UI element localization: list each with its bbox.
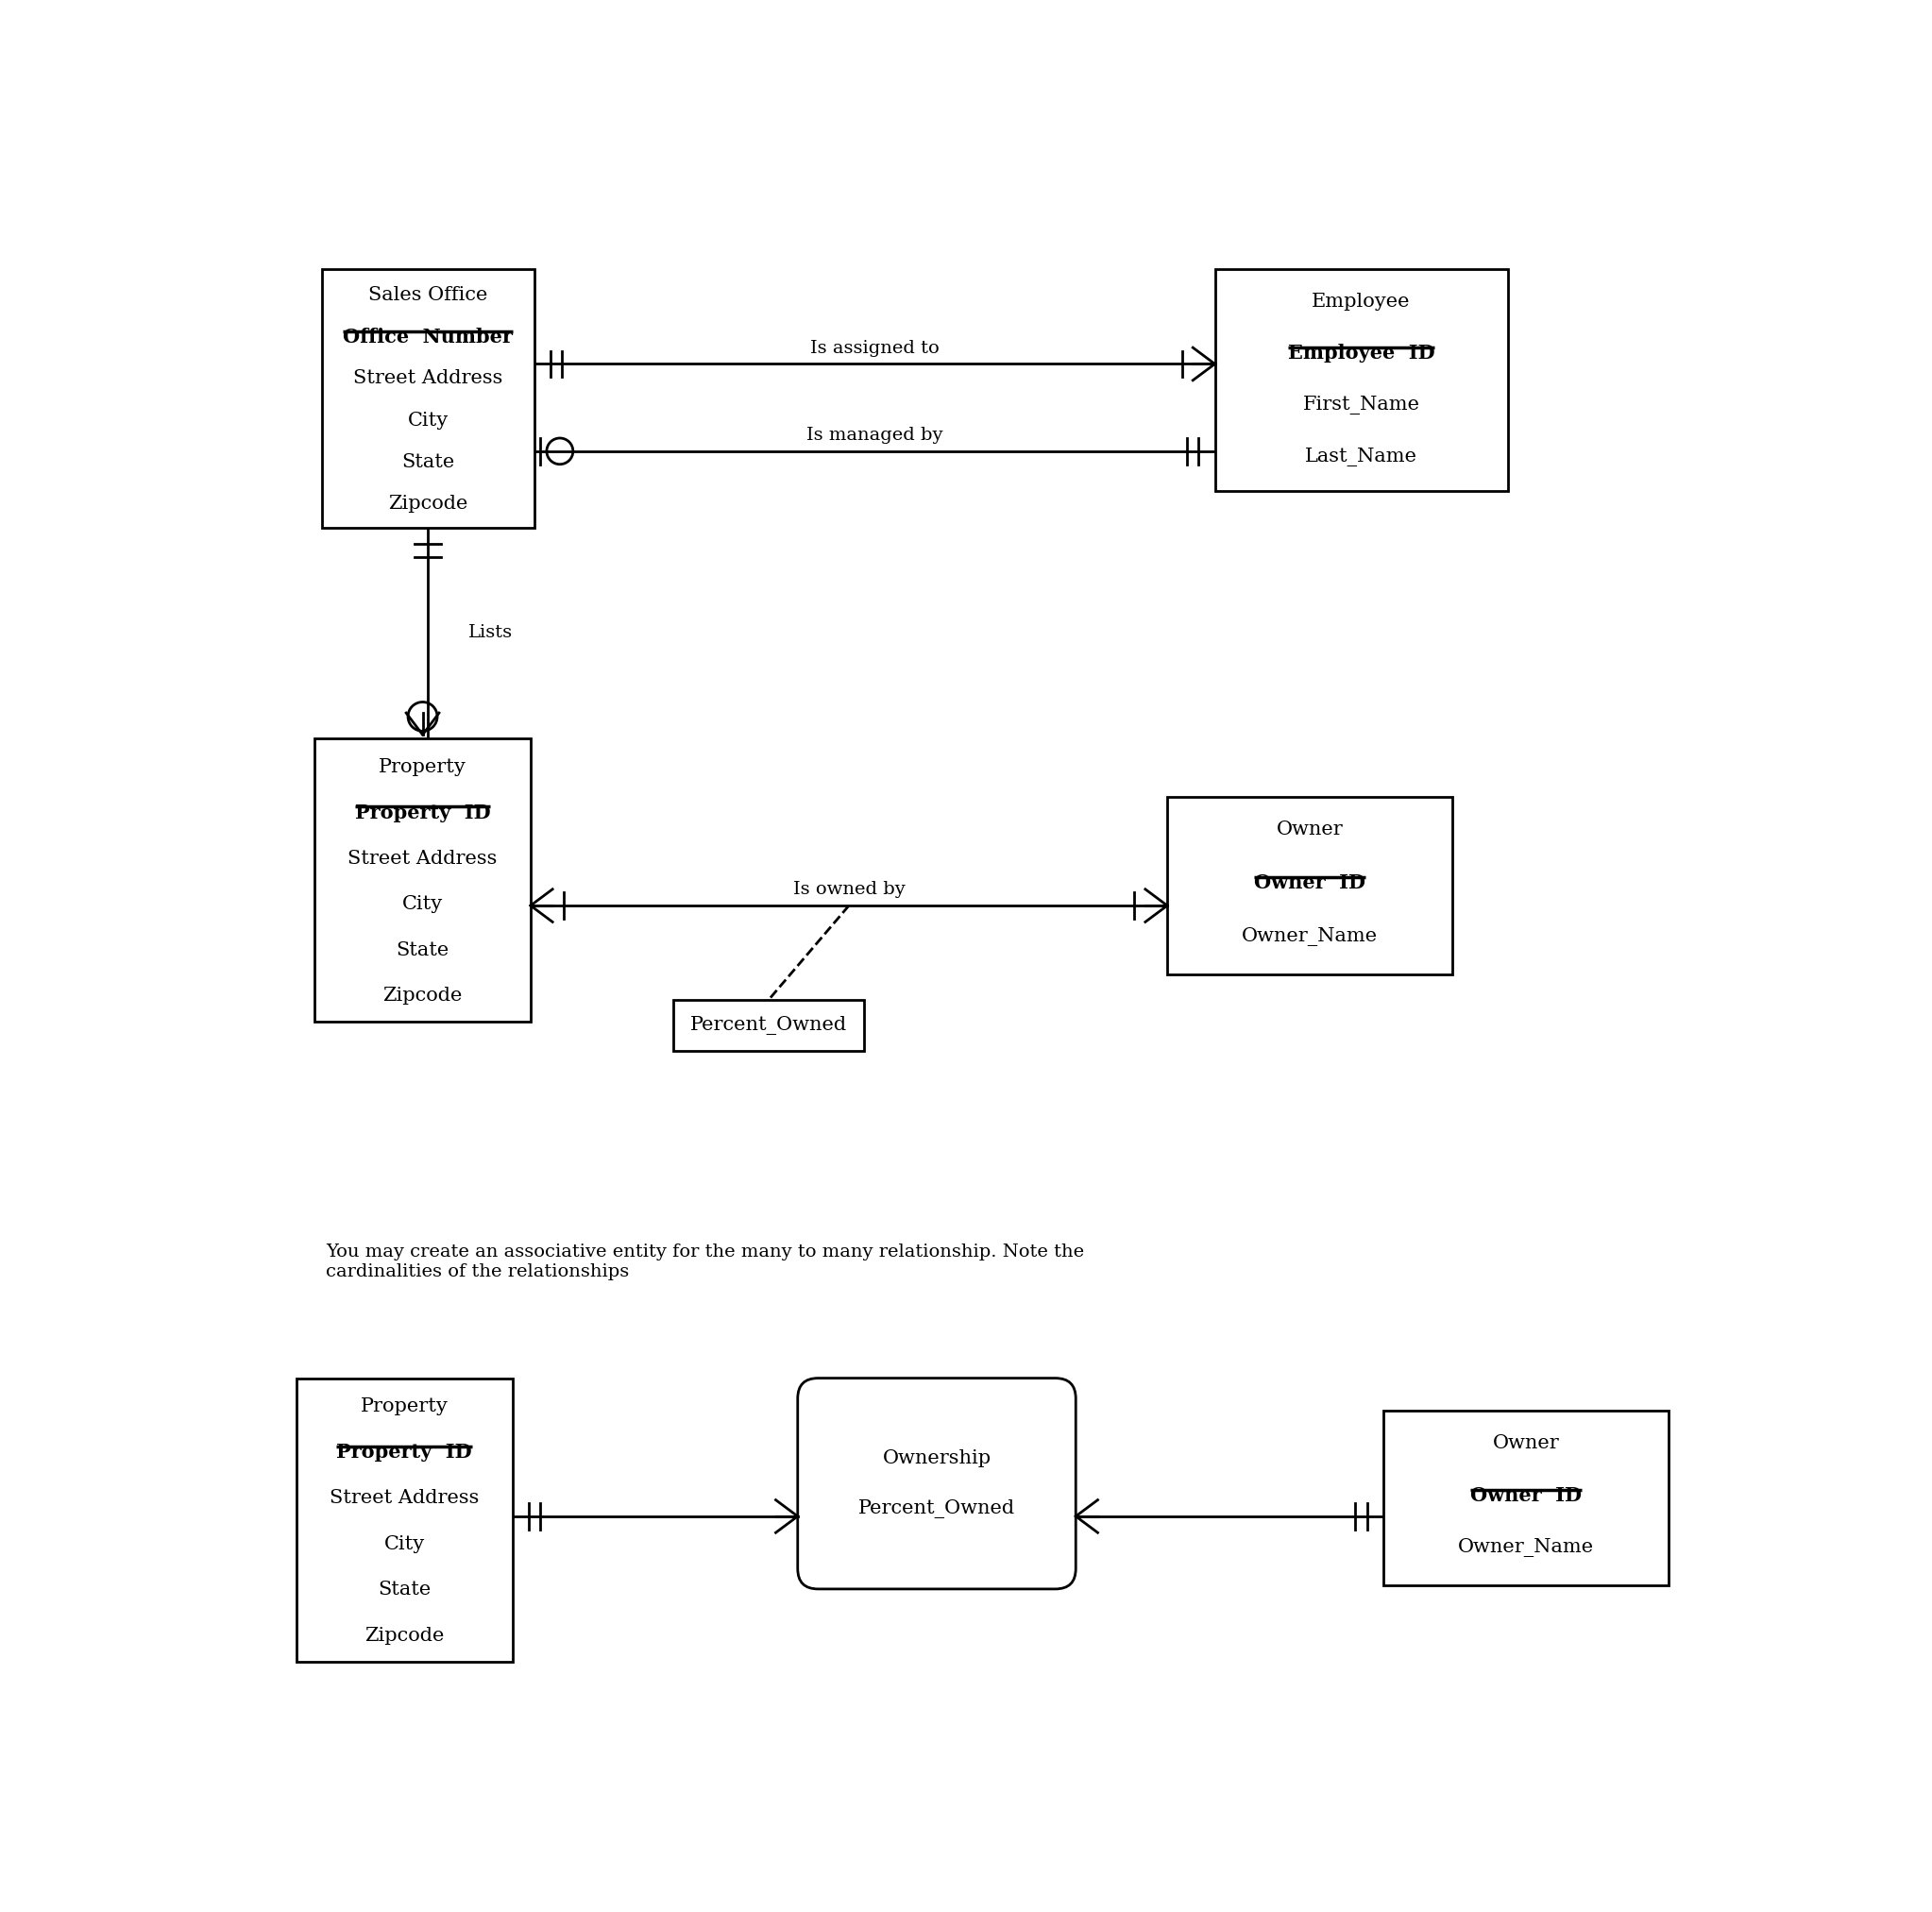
Bar [1383, 1411, 1669, 1585]
Text: Street Address: Street Address [354, 369, 502, 388]
Text: Last_Name: Last_Name [1304, 447, 1418, 467]
Bar [1167, 797, 1453, 975]
Text: Ownership: Ownership [883, 1449, 991, 1467]
Text: Street Address: Street Address [330, 1489, 479, 1507]
Text: Property  ID: Property ID [355, 803, 491, 822]
Text: Owner  ID: Owner ID [1254, 874, 1366, 893]
Text: Employee  ID: Employee ID [1289, 344, 1435, 363]
Text: Property: Property [361, 1398, 448, 1415]
Text: Office  Number: Office Number [344, 327, 514, 346]
Text: Is managed by: Is managed by [806, 426, 943, 444]
Text: First_Name: First_Name [1302, 396, 1420, 415]
Text: Zipcode: Zipcode [383, 987, 462, 1004]
Text: Property  ID: Property ID [336, 1444, 471, 1463]
Text: Zipcode: Zipcode [388, 495, 468, 512]
Text: Percent_Owned: Percent_Owned [690, 1015, 846, 1034]
Text: Owner_Name: Owner_Name [1459, 1539, 1594, 1558]
Text: Owner: Owner [1492, 1434, 1559, 1453]
Text: Property: Property [379, 757, 466, 776]
Bar [315, 738, 531, 1021]
Text: Percent_Owned: Percent_Owned [858, 1499, 1014, 1518]
Text: State: State [396, 941, 448, 960]
Bar [296, 1379, 512, 1662]
Text: Is assigned to: Is assigned to [810, 340, 939, 356]
Text: Is owned by: Is owned by [792, 881, 904, 899]
Bar [323, 270, 535, 528]
Text: City: City [402, 895, 442, 914]
Text: State: State [402, 453, 454, 470]
Text: Street Address: Street Address [348, 849, 497, 868]
Text: Owner  ID: Owner ID [1470, 1486, 1582, 1505]
Text: Owner_Name: Owner_Name [1242, 927, 1378, 946]
Text: City: City [408, 411, 448, 430]
FancyBboxPatch shape [798, 1379, 1076, 1589]
Text: City: City [384, 1535, 425, 1553]
Bar [672, 1000, 864, 1052]
Text: Owner: Owner [1277, 820, 1343, 839]
Text: Zipcode: Zipcode [365, 1627, 444, 1644]
Text: Sales Office: Sales Office [369, 287, 487, 304]
Bar [1215, 270, 1507, 491]
Text: You may create an associative entity for the many to many relationship. Note the: You may create an associative entity for… [327, 1243, 1084, 1281]
Text: State: State [379, 1581, 431, 1598]
Text: Lists: Lists [468, 625, 512, 641]
Text: Employee: Employee [1312, 293, 1410, 310]
